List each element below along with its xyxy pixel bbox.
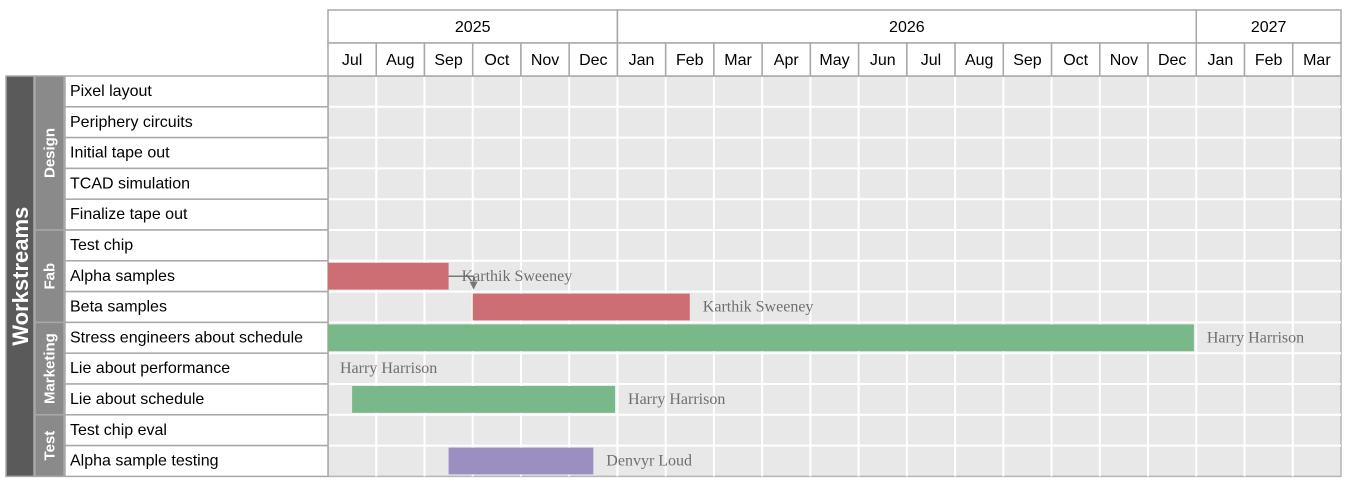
month-cell <box>1195 42 1246 77</box>
task-bar <box>448 447 594 475</box>
owner-label: Harry Harrison <box>340 360 437 377</box>
task-name-cell <box>64 167 329 200</box>
month-label: Dec <box>579 52 607 69</box>
month-cell <box>1243 42 1294 77</box>
month-label: Mar <box>724 52 752 69</box>
month-label: Feb <box>676 52 704 69</box>
month-cell <box>616 42 667 77</box>
owner-label: Karthik Sweeney <box>462 268 573 285</box>
month-label: Jun <box>870 52 896 69</box>
owner-label: Harry Harrison <box>628 391 725 408</box>
dependency-arrowhead <box>469 281 478 290</box>
task-name-cell <box>64 198 329 231</box>
task-bar <box>328 324 1194 352</box>
task-name-cell <box>64 229 329 262</box>
month-label: Aug <box>386 52 414 69</box>
month-label: Nov <box>531 52 559 69</box>
month-cell <box>906 42 956 77</box>
group-label: Design <box>42 128 59 178</box>
task-name: Pixel layout <box>70 83 152 100</box>
task-name: TCAD simulation <box>70 175 190 192</box>
month-label: Feb <box>1255 52 1283 69</box>
group-cell <box>34 75 65 231</box>
task-bars-layer <box>328 262 1194 475</box>
timeline-header: 2025 2026 2027 Jul Aug Sep Oct Nov Dec Jan Feb Mar A… <box>327 9 1342 77</box>
month-cell <box>1099 42 1149 77</box>
owner-label: Denvyr Loud <box>606 453 692 470</box>
month-label: Sep <box>434 52 463 69</box>
task-name-cell <box>64 290 329 324</box>
month-cell <box>327 42 377 77</box>
year-cell <box>327 9 619 44</box>
month-label: Nov <box>1110 52 1138 69</box>
group-cell <box>34 414 65 478</box>
dependency-arrow <box>448 275 475 284</box>
month-label: Aug <box>965 52 993 69</box>
task-name: Alpha sample testing <box>70 453 219 470</box>
month-label: Jan <box>629 52 655 69</box>
month-label: Jan <box>1208 52 1234 69</box>
task-name: Test chip eval <box>70 422 167 439</box>
month-cell <box>375 42 426 77</box>
task-name-cell <box>64 444 329 478</box>
month-label: Dec <box>1158 52 1186 69</box>
owner-label: Harry Harrison <box>1207 329 1304 346</box>
month-cell <box>664 42 715 77</box>
task-name-cell <box>64 321 329 354</box>
month-cell <box>471 42 522 77</box>
task-name: Test chip <box>70 237 133 254</box>
workstreams-title: Workstreams <box>8 207 33 346</box>
task-bar <box>472 293 690 321</box>
task-name: Initial tape out <box>70 145 170 162</box>
task-name-cell <box>64 136 329 170</box>
group-label: Fab <box>42 263 59 290</box>
year-label: 2027 <box>1251 19 1287 36</box>
task-name-cell <box>64 260 329 293</box>
year-label: 2025 <box>455 19 491 36</box>
month-label: May <box>819 52 849 69</box>
task-name-cell <box>64 75 329 108</box>
workstreams-column <box>5 75 35 478</box>
month-label: Oct <box>484 52 509 69</box>
month-cell <box>1050 42 1101 77</box>
month-cell <box>423 42 474 77</box>
task-name: Lie about performance <box>70 360 230 377</box>
owner-labels-layer: Karthik Sweeney Karthik Sweeney Harry Harr… <box>340 268 1304 470</box>
task-sidebar: Workstreams Design Fab Marketing Test Pixel l… <box>5 75 329 478</box>
month-cell <box>1292 42 1342 77</box>
task-name: Beta samples <box>70 299 167 316</box>
month-label: Oct <box>1063 52 1088 69</box>
year-cell <box>1195 9 1342 44</box>
task-name: Stress engineers about schedule <box>70 329 303 346</box>
month-label: Sep <box>1013 52 1042 69</box>
month-cell <box>1147 42 1198 77</box>
month-cell <box>954 42 1005 77</box>
group-label: Test <box>42 431 59 461</box>
task-name: Lie about schedule <box>70 391 204 408</box>
task-name: Periphery circuits <box>70 114 193 131</box>
task-name-cell <box>64 106 329 139</box>
task-bar <box>352 386 616 413</box>
task-name: Alpha samples <box>70 268 175 285</box>
task-name-cell <box>64 414 329 447</box>
year-label: 2026 <box>889 19 925 36</box>
month-label: Jul <box>342 52 362 69</box>
group-label: Marketing <box>42 333 59 404</box>
month-label: Apr <box>774 52 800 69</box>
task-bar <box>328 262 449 290</box>
month-label: Jul <box>921 52 941 69</box>
owner-label: Karthik Sweeney <box>703 299 814 316</box>
task-name-cell <box>64 383 329 416</box>
task-name: Finalize tape out <box>70 206 188 223</box>
month-label: Mar <box>1303 52 1331 69</box>
